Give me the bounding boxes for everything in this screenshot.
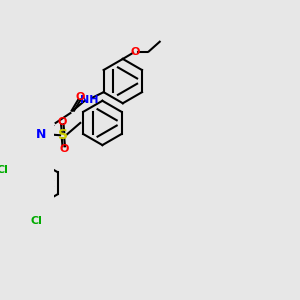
Text: O: O bbox=[59, 144, 68, 154]
Text: N: N bbox=[36, 128, 46, 140]
Text: NH: NH bbox=[80, 94, 98, 104]
Text: Cl: Cl bbox=[0, 165, 8, 175]
Text: Cl: Cl bbox=[30, 216, 42, 226]
Text: O: O bbox=[58, 117, 67, 127]
Text: O: O bbox=[76, 92, 85, 102]
Text: O: O bbox=[130, 46, 140, 57]
Text: S: S bbox=[58, 128, 68, 142]
